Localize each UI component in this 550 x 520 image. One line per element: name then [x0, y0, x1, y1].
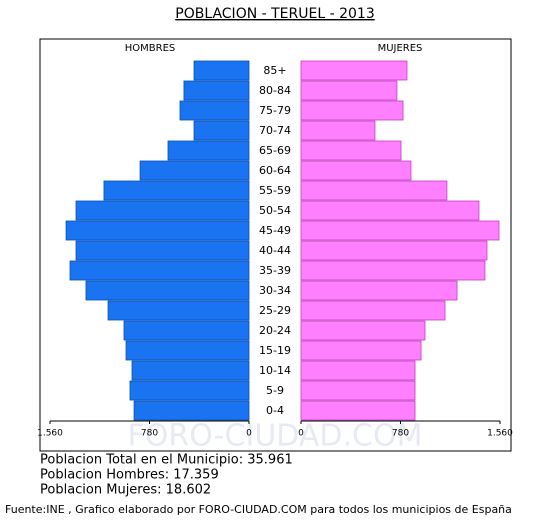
bar	[193, 60, 250, 81]
category-label: 25-29	[259, 304, 291, 317]
category-label: 60-64	[259, 164, 291, 177]
bar	[300, 180, 448, 201]
watermark: FORO-CIUDAD.COM	[128, 419, 423, 454]
category-label: 85+	[263, 64, 286, 77]
bar	[75, 200, 250, 221]
category-label: 20-24	[259, 324, 291, 337]
category-label: 65-69	[259, 144, 291, 157]
bar	[133, 400, 250, 421]
x-tick-label: 1.560	[37, 429, 63, 439]
category-label: 80-84	[259, 84, 291, 97]
bar	[300, 240, 488, 261]
bar	[75, 240, 250, 261]
bar	[300, 300, 446, 321]
bar	[300, 260, 486, 281]
category-label: 75-79	[259, 104, 291, 117]
category-label: 0-4	[266, 404, 284, 417]
bar	[125, 340, 250, 361]
stat-line: Poblacion Mujeres: 18.602	[40, 483, 211, 498]
stat-line: Poblacion Hombres: 17.359	[40, 468, 219, 483]
bar	[300, 100, 404, 121]
x-tick-label: 780	[141, 429, 158, 439]
frame	[39, 38, 512, 452]
x-tick-label: 0	[246, 429, 252, 439]
bar	[103, 180, 250, 201]
bar	[300, 360, 416, 381]
bar	[193, 120, 250, 141]
bar	[300, 320, 426, 341]
bar	[183, 80, 250, 101]
bar	[65, 220, 250, 241]
category-label: 15-19	[259, 344, 291, 357]
x-tick-label: 0	[298, 429, 304, 439]
bar	[179, 100, 250, 121]
bar	[300, 60, 408, 81]
bar	[300, 80, 398, 101]
bar	[300, 400, 416, 421]
legend-label: HOMBRES	[125, 43, 176, 54]
x-tick-label: 780	[392, 429, 409, 439]
bar	[129, 380, 250, 401]
bar	[85, 280, 250, 301]
bar	[300, 200, 480, 221]
category-label: 10-14	[259, 364, 291, 377]
category-label: 40-44	[259, 244, 291, 257]
bar	[107, 300, 250, 321]
source-note: Fuente:INE , Grafico elaborado por FORO-…	[5, 503, 512, 516]
bar	[139, 160, 250, 181]
category-label: 5-9	[266, 384, 284, 397]
stat-line: Poblacion Total en el Municipio: 35.961	[40, 453, 293, 468]
category-label: 70-74	[259, 124, 291, 137]
bar	[69, 260, 250, 281]
bar	[300, 380, 416, 401]
category-label: 35-39	[259, 264, 291, 277]
category-label: 45-49	[259, 224, 291, 237]
bar	[167, 140, 250, 161]
bar	[300, 140, 402, 161]
bar	[300, 280, 458, 301]
bar	[123, 320, 250, 341]
category-label: 55-59	[259, 184, 291, 197]
category-label: 50-54	[259, 204, 291, 217]
x-tick-label: 1.560	[487, 429, 513, 439]
bar	[300, 160, 412, 181]
bar	[300, 120, 376, 141]
bar	[300, 220, 500, 241]
legend-label: MUJERES	[378, 43, 423, 54]
category-label: 30-34	[259, 284, 291, 297]
bar	[300, 340, 422, 361]
bar	[131, 360, 250, 381]
chart-title: POBLACION - TERUEL - 2013	[175, 6, 374, 22]
